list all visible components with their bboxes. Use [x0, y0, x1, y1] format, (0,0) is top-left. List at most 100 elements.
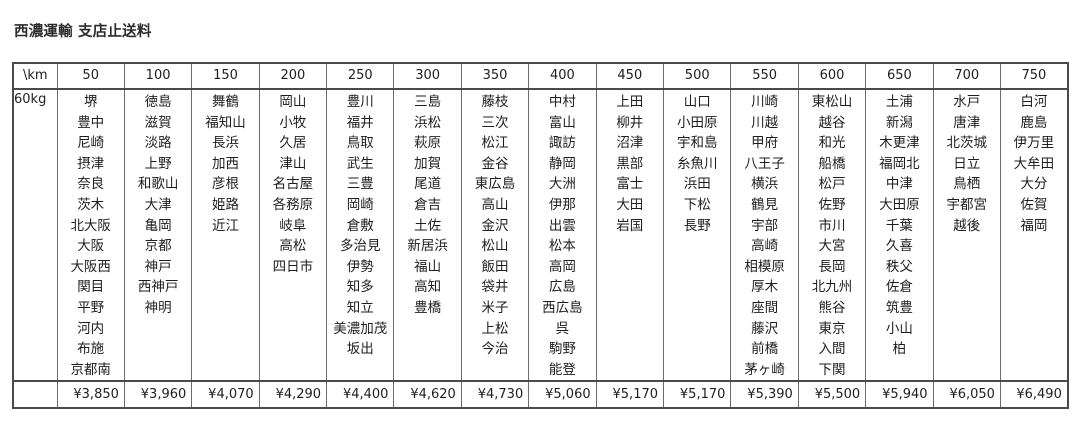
destination-item: 厚木 — [751, 279, 779, 296]
destination-item: 上野 — [144, 155, 172, 172]
destination-item: 福知山 — [205, 114, 246, 131]
destination-item: 萩原 — [414, 135, 442, 152]
table-header: \km 50 100 150 200 250 300 350 400 450 500 550 600 6… — [12, 63, 1069, 90]
weight-label-cell: 60kg — [12, 89, 58, 382]
destination-item: 浜田 — [683, 176, 711, 193]
destination-cell-100: 徳島 滋賀 淡路 上野 和歌山 大津 亀岡 京都 神戸 西神戸 神明 — [123, 89, 193, 382]
destination-cell-450: 上田 柳井 沼津 黒部 富士 大田 岩国 — [595, 89, 665, 382]
destination-item: 東松山 — [811, 94, 853, 110]
destination-item: 長浜 — [211, 135, 239, 152]
destination-item: 中津 — [885, 176, 913, 193]
destination-item: 座間 — [751, 299, 779, 316]
price-cell-600: ¥5,500 — [797, 380, 867, 409]
distance-header-200: 200 — [258, 63, 328, 90]
destination-item: 多治見 — [340, 238, 381, 255]
destination-item: 千葉 — [885, 217, 913, 234]
price-cell-100: ¥3,960 — [123, 380, 193, 409]
destination-item: 豊橋 — [414, 299, 442, 316]
destination-item: 宇都宮 — [946, 196, 988, 213]
destination-item: 長岡 — [818, 258, 846, 275]
destination-item: 宇和島 — [676, 135, 718, 152]
destination-item: 上松 — [481, 320, 509, 337]
destination-item: 佐賀 — [1020, 196, 1048, 213]
destination-item: 関目 — [77, 279, 105, 296]
distance-header-650: 650 — [865, 63, 934, 90]
destination-item: 松山 — [481, 238, 509, 255]
price-cell-500: ¥5,170 — [663, 380, 732, 409]
destination-item: 和歌山 — [137, 176, 179, 193]
destination-item: 津山 — [279, 155, 307, 172]
destination-cell-750: 白河 鹿島 伊万里 大牟田 大分 佐賀 福岡 — [999, 89, 1069, 382]
destination-cell-500: 山口 小田原 宇和島 糸魚川 浜田 下松 長野 — [663, 89, 732, 382]
price-row-label-cell — [12, 380, 58, 409]
destination-item: 中村 — [548, 94, 576, 110]
destination-cell-350: 藤枝 三次 松江 金谷 東広島 高山 金沢 松山 飯田 袋井 米子 上松 今治 — [460, 89, 530, 382]
destination-item: 米子 — [481, 299, 509, 316]
destination-item: 加賀 — [414, 155, 442, 172]
destination-item: 淡路 — [144, 135, 172, 152]
destination-item: 袋井 — [481, 279, 509, 296]
destination-item: 摂津 — [77, 155, 105, 172]
destination-item: 横浜 — [751, 176, 779, 193]
destination-cell-400: 中村 富山 諏訪 静岡 大洲 伊那 出雲 松本 高岡 広島 西広島呉駒野 能登 — [528, 89, 597, 382]
destination-item: 新居浜 — [407, 238, 448, 255]
destination-item: 入間 — [818, 341, 846, 358]
destination-item: 今治 — [481, 341, 509, 358]
destination-item: 鶴見 — [751, 196, 779, 213]
destination-item: 熊谷 — [818, 299, 846, 316]
price-cell-250: ¥4,400 — [326, 380, 395, 409]
destination-item: 北大阪 — [70, 217, 111, 234]
destination-item: 水戸 — [953, 94, 981, 110]
destination-item: 和光 — [818, 135, 846, 152]
destination-item: 佐野 — [818, 196, 846, 213]
destination-item: 三豊 — [346, 176, 374, 193]
destination-item: 飯田 — [481, 258, 509, 275]
destination-item: 茅ヶ崎 — [744, 361, 785, 378]
destination-item: 浜松 — [414, 114, 442, 131]
price-cell-300: ¥4,620 — [393, 380, 462, 409]
destination-item: 甲府 — [751, 135, 779, 152]
destination-item: 武生 — [346, 155, 374, 172]
destination-item: 伊万里 — [1013, 135, 1055, 152]
destination-item: 福岡北 — [879, 155, 920, 172]
destination-item: 船橋 — [818, 155, 846, 172]
distance-header-350: 350 — [460, 63, 530, 90]
destination-item: 新潟 — [885, 114, 913, 131]
destination-item: 川崎 — [751, 94, 779, 110]
destination-item: 京都南 — [70, 361, 111, 378]
destination-item: 長野 — [683, 217, 711, 234]
destination-item: 木更津 — [879, 135, 920, 152]
destination-item: 堺 — [83, 94, 98, 110]
destination-item: 宇部 — [751, 217, 779, 234]
distance-header-50: 50 — [56, 63, 125, 90]
destination-item: 伊那 — [548, 196, 576, 213]
destinations-row: 60kg 堺豊中 尼崎 摂津 奈良 茨木 北大阪 大阪 大阪西 関目 平野 河内 布施 京都南 徳島 滋賀淡… — [12, 89, 1069, 382]
destination-item: 大牟田 — [1013, 155, 1055, 172]
rate-table-container: \km 50 100 150 200 250 300 350 400 450 500 550 600 6… — [12, 62, 1069, 410]
destination-item: 京都 — [144, 238, 172, 255]
destination-cell-200: 岡山 小牧 久居 津山 名古屋 各務原 岐阜 高松 四日市 — [258, 89, 328, 382]
destination-item: 福井 — [346, 114, 374, 131]
destination-item: 奈良 — [77, 176, 105, 193]
destination-item: 四日市 — [272, 258, 314, 275]
destination-item: 知立 — [346, 299, 374, 316]
destination-item: 倉敷 — [346, 217, 374, 234]
destination-item: 神明 — [144, 299, 172, 316]
destination-item: 岩国 — [616, 217, 644, 234]
destination-item: 佐倉 — [885, 279, 913, 296]
destination-item: 富士 — [616, 176, 644, 193]
destination-item: 平野 — [77, 299, 105, 316]
destination-item: 三島 — [414, 94, 442, 110]
destination-item: 小牧 — [279, 114, 307, 131]
destination-cell-600: 東松山 越谷 和光 船橋 松戸 佐野 市川 大宮 長岡 北九州 熊谷 東京 入間 下関 — [797, 89, 867, 382]
page-title: 西濃運輸 支店止送料 — [14, 24, 152, 40]
destination-item: 沼津 — [616, 135, 644, 152]
destination-item: 駒野 — [548, 341, 576, 358]
destination-item: 広島 — [548, 279, 576, 296]
shipping-rate-table: \km 50 100 150 200 250 300 350 400 450 500 550 600 6… — [12, 62, 1069, 410]
destination-item: 北茨城 — [946, 135, 988, 152]
destination-item: 河内 — [77, 320, 105, 337]
destination-item: 諏訪 — [548, 135, 576, 152]
price-cell-550: ¥5,390 — [730, 380, 799, 409]
destination-item: 能登 — [548, 361, 576, 378]
